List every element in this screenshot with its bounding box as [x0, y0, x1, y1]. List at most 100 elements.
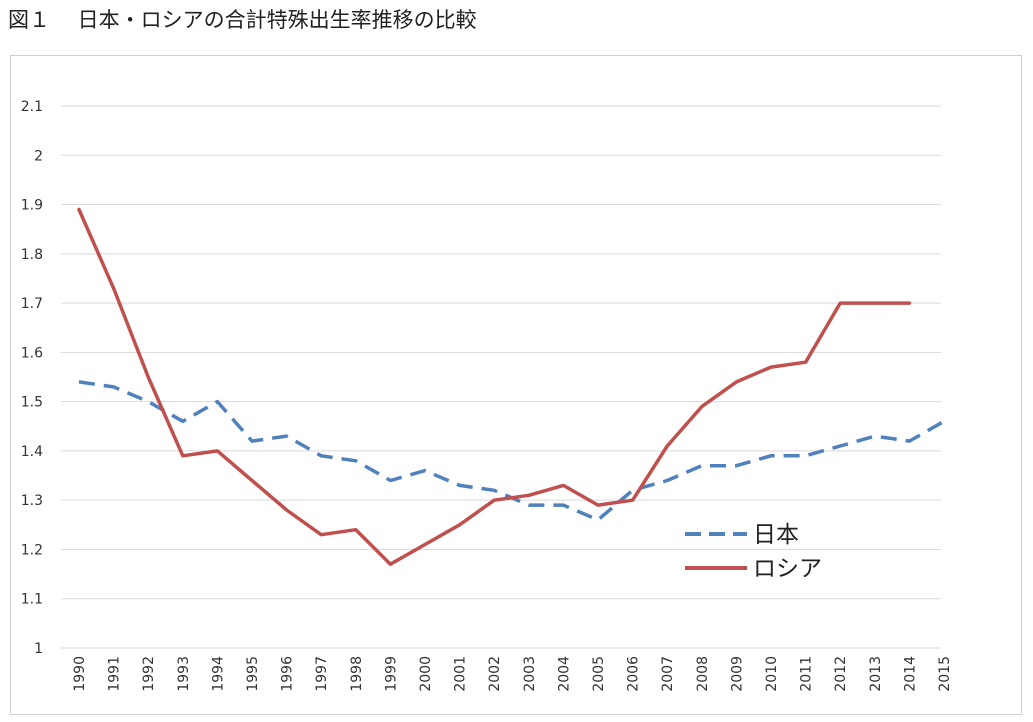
x-axis-ticks: 1990 1991 1992 1993 1994 1995 1996 1997 1998 1999… — [72, 656, 953, 692]
data-point — [666, 479, 669, 482]
data-point — [908, 440, 911, 443]
data-point — [320, 454, 323, 457]
data-point — [458, 523, 461, 526]
data-point — [527, 504, 530, 507]
x-tick-label: 2014 — [902, 656, 918, 692]
data-point — [354, 528, 357, 531]
data-point — [251, 479, 254, 482]
data-point — [112, 385, 115, 388]
y-tick-label: 1.5 — [21, 395, 43, 411]
x-tick-label: 2009 — [729, 656, 745, 692]
x-tick-label: 2012 — [833, 656, 849, 692]
x-tick-label: 2002 — [487, 656, 503, 692]
data-point — [320, 533, 323, 536]
data-point — [493, 489, 496, 492]
x-tick-label: 2015 — [937, 656, 953, 692]
data-point — [804, 454, 807, 457]
data-point — [251, 440, 254, 443]
data-point — [873, 302, 876, 305]
x-tick-label: 2010 — [764, 656, 780, 692]
x-tick-label: 1996 — [280, 656, 296, 692]
y-tick-label: 1.2 — [21, 542, 43, 558]
data-point — [216, 449, 219, 452]
x-tick-label: 1995 — [245, 656, 261, 692]
data-point — [424, 543, 427, 546]
y-tick-label: 1.6 — [21, 345, 43, 361]
y-tick-label: 2 — [34, 148, 43, 164]
data-point — [285, 509, 288, 512]
chart-title: 図１ 日本・ロシアの合計特殊出生率推移の比較 — [8, 8, 477, 32]
data-point — [735, 464, 738, 467]
data-point — [597, 504, 600, 507]
data-point — [804, 361, 807, 364]
data-point — [424, 469, 427, 472]
y-axis-ticks: 1 1.1 1.2 1.3 1.4 1.5 1.6 1.7 1.8 1.9 2 2.1 — [21, 99, 43, 657]
y-tick-label: 1.3 — [21, 493, 43, 509]
x-tick-label: 1999 — [383, 656, 399, 692]
y-tick-label: 1.4 — [21, 444, 43, 460]
data-point — [562, 504, 565, 507]
y-tick-label: 1.1 — [21, 592, 43, 608]
y-tick-label: 1.9 — [21, 198, 43, 214]
x-tick-label: 1990 — [72, 656, 88, 692]
data-point — [943, 420, 946, 423]
data-point — [147, 400, 150, 403]
data-point — [112, 287, 115, 290]
data-point — [770, 454, 773, 457]
data-point — [147, 376, 150, 379]
x-tick-label: 2007 — [660, 656, 676, 692]
data-point — [908, 302, 911, 305]
series-line-russia — [77, 207, 912, 566]
legend-label-russia: ロシア — [753, 556, 822, 582]
data-point — [873, 435, 876, 438]
data-point — [631, 499, 634, 502]
data-point — [285, 435, 288, 438]
legend-label-japan: 日本 — [753, 522, 799, 548]
y-tick-label: 1.7 — [21, 296, 43, 312]
data-point — [839, 444, 842, 447]
data-point — [631, 489, 634, 492]
x-tick-label: 2003 — [522, 656, 538, 692]
x-tick-label: 1992 — [141, 656, 157, 692]
gridlines — [61, 105, 941, 649]
data-point — [839, 302, 842, 305]
data-point — [493, 499, 496, 502]
y-tick-label: 1.8 — [21, 247, 43, 263]
x-tick-label: 1994 — [210, 656, 226, 692]
data-point — [597, 518, 600, 521]
y-tick-label: 1 — [34, 641, 43, 657]
data-point — [216, 400, 219, 403]
x-tick-label: 1993 — [176, 656, 192, 692]
data-point — [389, 479, 392, 482]
data-point — [735, 380, 738, 383]
x-tick-label: 2001 — [453, 656, 469, 692]
line-chart: 11.11.21.31.41.51.61.71.81.922.1 1990 199… — [21, 99, 953, 692]
x-tick-label: 2000 — [418, 656, 434, 692]
x-tick-label: 1997 — [314, 656, 330, 692]
data-point — [700, 464, 703, 467]
data-point — [666, 444, 669, 447]
data-point — [770, 366, 773, 369]
chart-frame: 1 1.1 1.2 1.3 1.4 1.5 1.6 1.7 1.8 1.9 2 2.1 1990 199… — [10, 55, 1022, 715]
data-point — [181, 420, 184, 423]
series-lines — [77, 207, 946, 566]
data-point — [527, 494, 530, 497]
y-tick-label: 2.1 — [21, 99, 43, 115]
data-point — [389, 563, 392, 566]
x-tick-label: 2011 — [799, 656, 815, 692]
x-tick-label: 1991 — [107, 656, 123, 692]
x-tick-label: 2006 — [626, 656, 642, 692]
data-point — [78, 208, 81, 211]
data-point — [700, 405, 703, 408]
x-tick-label: 1998 — [349, 656, 365, 692]
data-point — [562, 484, 565, 487]
data-point — [78, 380, 81, 383]
x-tick-label: 2008 — [695, 656, 711, 692]
data-point — [181, 454, 184, 457]
x-tick-label: 2013 — [868, 656, 884, 692]
data-point — [354, 459, 357, 462]
x-tick-label: 2004 — [556, 656, 572, 692]
data-point — [458, 484, 461, 487]
x-tick-label: 2005 — [591, 656, 607, 692]
